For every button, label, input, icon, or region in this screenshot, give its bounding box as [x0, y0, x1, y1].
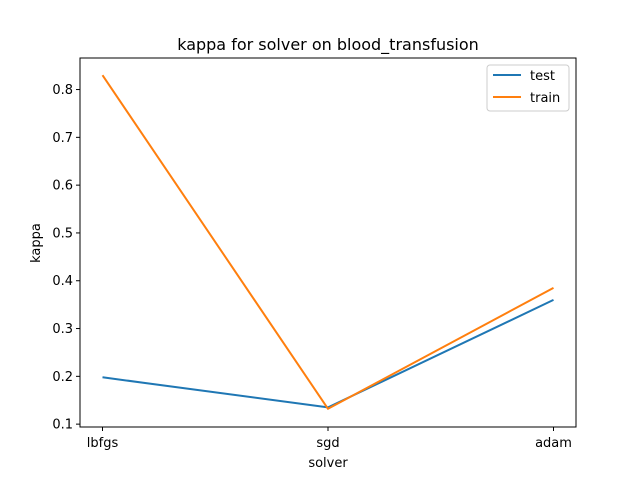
- legend-label-train: train: [530, 91, 560, 106]
- y-tick-label: 0.6: [52, 179, 73, 194]
- series-line-train: [101, 74, 554, 410]
- y-tick-label: 0.8: [52, 83, 73, 98]
- y-tick-label: 0.7: [52, 131, 73, 146]
- y-axis-label: kappa: [29, 223, 44, 263]
- x-tick-label: sgd: [316, 436, 339, 451]
- plot-area: [101, 74, 554, 410]
- legend-box: [486, 64, 570, 112]
- legend: test train: [486, 64, 570, 112]
- x-axis-label: solver: [308, 456, 348, 471]
- chart-title: kappa for solver on blood_transfusion: [177, 35, 479, 55]
- y-tick-label: 0.1: [52, 418, 73, 433]
- x-axis-ticks: lbfgs sgd adam: [87, 427, 572, 451]
- legend-label-test: test: [530, 69, 555, 84]
- y-tick-label: 0.4: [52, 274, 73, 289]
- x-tick-label: lbfgs: [87, 436, 119, 451]
- y-tick-label: 0.5: [52, 226, 73, 241]
- y-axis-ticks: 0.1 0.2 0.3 0.4 0.5 0.6 0.7 0.8: [52, 83, 80, 433]
- y-tick-label: 0.3: [52, 322, 73, 337]
- y-tick-label: 0.2: [52, 370, 73, 385]
- x-tick-label: adam: [535, 436, 572, 451]
